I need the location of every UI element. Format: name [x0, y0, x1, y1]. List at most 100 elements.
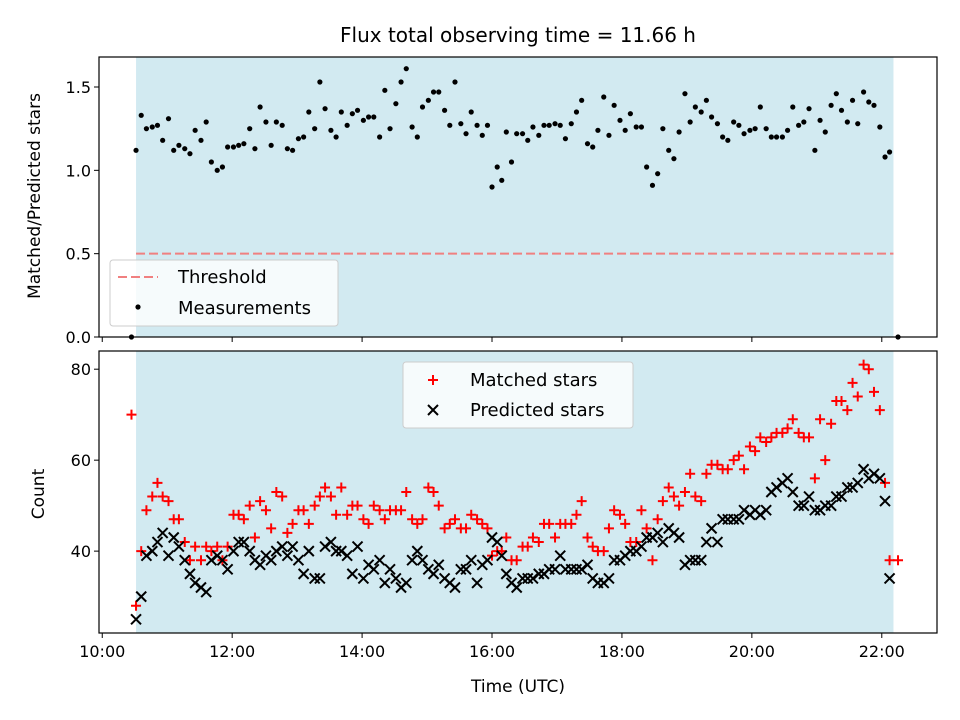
measurement-point — [763, 126, 769, 132]
measurement-point — [489, 184, 495, 190]
predicted-star-point — [373, 554, 386, 566]
matched-star-point — [696, 496, 707, 507]
predicted-star-point — [330, 545, 342, 557]
measurement-point — [552, 121, 558, 127]
matched-star-point — [303, 518, 314, 529]
chart-title: Flux total observing time = 11.66 h — [340, 23, 696, 47]
measurement-point — [595, 127, 601, 133]
predicted-star-point — [781, 472, 794, 485]
matched-star-point — [201, 541, 212, 552]
predicted-star-point — [554, 549, 566, 562]
measurement-point — [171, 147, 177, 153]
matched-star-point — [184, 555, 195, 566]
matched-star-point — [663, 482, 674, 493]
measurement-point — [828, 102, 834, 108]
measurement-point — [617, 117, 623, 123]
measurement-point — [573, 109, 580, 115]
measurement-point — [338, 109, 344, 115]
matched-star-point — [152, 477, 163, 488]
measurement-point — [796, 122, 802, 128]
measurement-point — [187, 151, 193, 157]
matched-star-point — [255, 496, 266, 507]
x-tick-label: 12:00 — [209, 642, 255, 661]
measurement-point — [198, 137, 204, 143]
measurement-point — [660, 126, 666, 132]
predicted-star-point — [346, 568, 359, 580]
predicted-star-point — [390, 572, 402, 585]
measurement-point — [447, 122, 453, 128]
measurement-point — [503, 129, 509, 135]
x-tick-label: 16:00 — [469, 642, 515, 661]
x-tick-label: 22:00 — [859, 642, 905, 661]
measurement-point — [849, 97, 856, 103]
matched-star-point — [271, 487, 282, 497]
predicted-star-point — [179, 554, 191, 566]
measurement-point — [436, 89, 442, 95]
predicted-star-point — [533, 568, 545, 580]
matched-star-point — [820, 455, 831, 466]
matched-star-point — [836, 396, 847, 407]
measurement-point — [627, 111, 633, 117]
measurement-point — [676, 129, 682, 135]
measurement-point — [866, 99, 872, 105]
predicted-star-point — [481, 554, 494, 566]
measurement-point — [354, 107, 361, 113]
measurement-point — [257, 104, 263, 110]
measurement-point — [133, 147, 139, 153]
matched-star-point — [874, 405, 885, 416]
measurement-point — [149, 124, 155, 130]
matched-star-point — [379, 514, 390, 525]
matched-star-point — [550, 532, 561, 543]
matched-star-point — [893, 555, 904, 566]
measurement-point — [633, 124, 639, 130]
predicted-star-point — [351, 540, 364, 553]
matched-star-point — [739, 464, 750, 475]
matched-star-point — [374, 505, 385, 516]
predicted-star-point — [510, 581, 523, 594]
measurement-point — [252, 146, 258, 152]
matched-star-point — [787, 414, 798, 425]
measurement-point — [790, 104, 796, 110]
measurement-point — [138, 112, 144, 118]
measurement-point — [584, 141, 591, 147]
matched-star-point — [358, 514, 369, 525]
matched-star-point — [482, 523, 493, 534]
predicted-star-point — [286, 540, 299, 553]
matched-star-point — [826, 418, 837, 429]
measurement-point — [822, 129, 828, 135]
predicted-star-point — [341, 549, 353, 562]
measurement-point — [741, 131, 747, 137]
matched-star-point — [407, 514, 418, 525]
predicted-star-point — [673, 531, 685, 544]
predicted-star-point — [792, 499, 805, 512]
matched-star-point — [674, 500, 685, 511]
measurement-point — [403, 66, 409, 72]
predicted-star-point — [705, 522, 718, 535]
measurement-point — [214, 167, 220, 173]
predicted-star-point — [465, 554, 477, 566]
predicted-star-point — [173, 540, 185, 553]
predicted-star-point — [874, 472, 886, 485]
matched-star-point — [131, 600, 142, 611]
predicted-star-point — [244, 545, 256, 557]
matched-star-point — [522, 541, 533, 552]
matched-star-point — [587, 541, 598, 552]
predicted-star-point — [516, 572, 529, 585]
measurement-point — [360, 117, 366, 123]
count-y-tick-label: 80 — [71, 360, 91, 379]
predicted-star-point — [549, 563, 561, 576]
matched-star-point — [766, 432, 777, 443]
measurement-point — [508, 159, 515, 165]
measurement-point — [268, 142, 274, 148]
measurement-point — [322, 106, 328, 112]
predicted-star-point — [798, 499, 810, 512]
matched-star-point — [804, 432, 815, 443]
matched-star-point — [652, 514, 663, 525]
measurement-point — [236, 142, 242, 148]
matched-star-point — [412, 518, 423, 529]
predicted-star-point — [496, 549, 508, 562]
measurement-point — [530, 124, 536, 130]
measurement-point — [219, 164, 226, 170]
predicted-star-point — [308, 572, 321, 585]
matched-star-point — [815, 414, 826, 425]
